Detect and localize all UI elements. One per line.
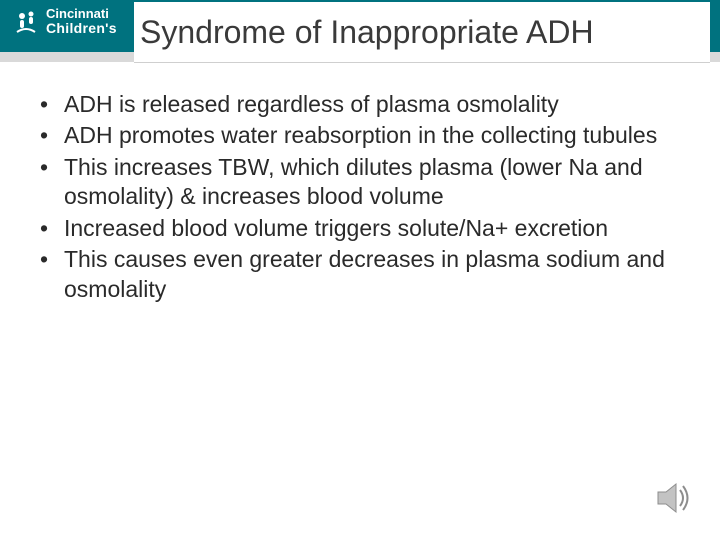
slide-title: Syndrome of Inappropriate ADH (134, 2, 710, 63)
bullet-item: This increases TBW, which dilutes plasma… (34, 153, 680, 212)
brand-logo-text: Cincinnati Children's (46, 7, 117, 37)
brand-logo-line1: Cincinnati (46, 7, 117, 21)
bullet-item: ADH is released regardless of plasma osm… (34, 90, 680, 119)
slide-content: ADH is released regardless of plasma osm… (34, 90, 680, 306)
bullet-list: ADH is released regardless of plasma osm… (34, 90, 680, 304)
slide: Cincinnati Children's Syndrome of Inappr… (0, 0, 720, 540)
speaker-icon[interactable] (654, 478, 694, 518)
brand-logo-line2: Children's (46, 21, 117, 36)
bullet-item: This causes even greater decreases in pl… (34, 245, 680, 304)
brand-logo-icon (12, 6, 40, 38)
bullet-item: ADH promotes water reabsorption in the c… (34, 121, 680, 150)
brand-logo: Cincinnati Children's (12, 6, 117, 38)
bullet-item: Increased blood volume triggers solute/N… (34, 214, 680, 243)
